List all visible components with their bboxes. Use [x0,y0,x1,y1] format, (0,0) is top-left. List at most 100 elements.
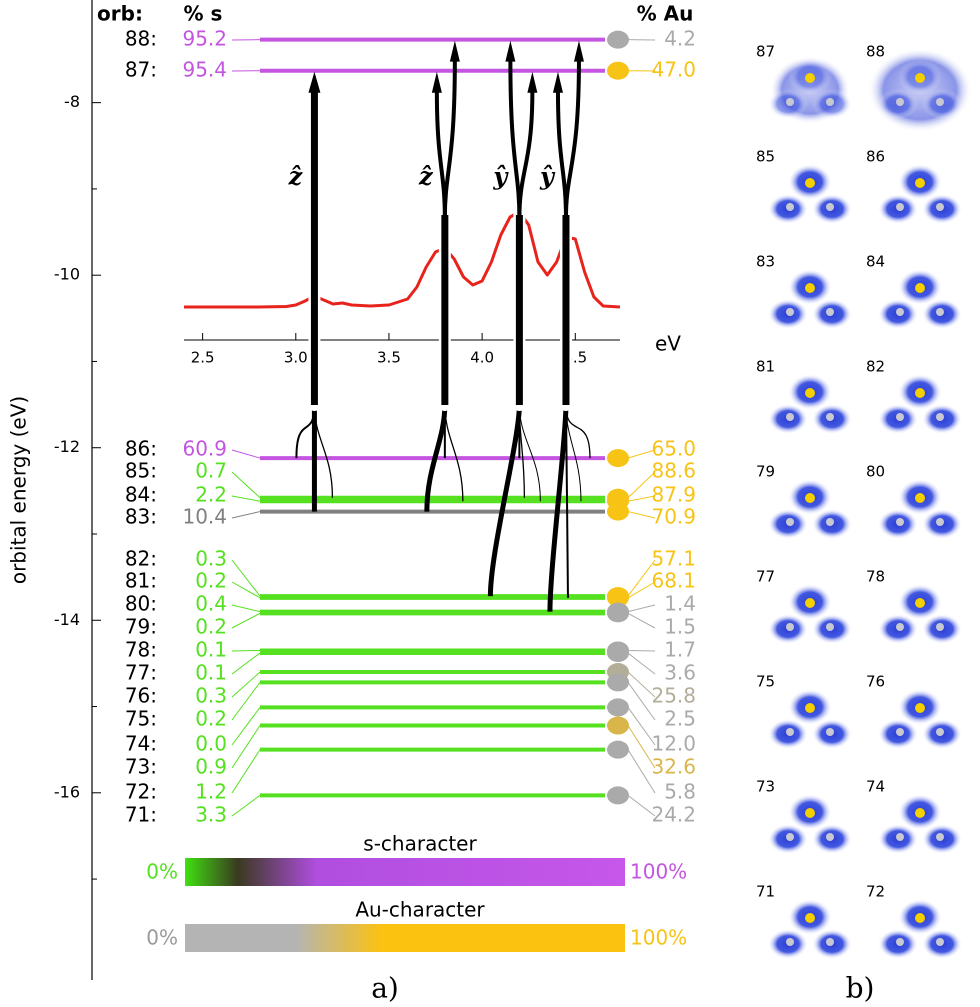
atom [826,203,834,211]
leader-line [231,471,261,499]
orbital-image [878,584,962,644]
s-percent: 0.2 [195,569,227,593]
transition-branch [313,404,334,498]
colorbar-title: Au-character [355,898,485,922]
leader-line [627,471,656,499]
leader-line [231,671,261,698]
au-blob [607,786,629,805]
gold-atom [805,808,815,818]
spectrum-unit: eV [655,332,681,356]
orbital-number: 81: [125,569,157,593]
colorbar-min: 0% [146,860,178,884]
atom [826,623,834,631]
transition-branch [487,404,522,597]
leader-line [627,604,656,613]
orbital-image [768,584,852,644]
atom [936,833,944,841]
orbital-image-label: 76 [866,673,885,691]
orbital-number: 88: [125,27,157,51]
leader-line [231,707,261,746]
orbital-number: 77: [125,661,157,685]
atom [896,98,904,106]
orbital-number: 76: [125,684,157,708]
s-percent: 0.3 [195,547,227,571]
arrow-head [527,71,538,93]
leader-line [627,682,656,721]
au-percent: 47.0 [651,58,696,82]
au-blob [607,588,629,607]
orbital-image-label: 81 [756,358,775,376]
orbital-image [878,899,962,959]
orbital-image-label: 73 [756,778,775,796]
gold-atom [915,808,925,818]
au-blob [607,740,629,759]
au-percent: 4.2 [664,27,696,51]
arrow-head [449,40,460,62]
colorbar [185,924,625,952]
header-orb: orb: [97,2,143,26]
header-au: % Au [637,2,694,26]
s-percent: 0.4 [195,592,227,616]
gold-atom [805,73,815,83]
atom [896,518,904,526]
atom [936,623,944,631]
orbital-image [768,689,852,749]
au-percent: 3.6 [664,661,696,685]
transition-split [508,59,522,219]
gold-atom [915,493,925,503]
au-percent: 68.1 [651,569,696,593]
s-percent: 10.4 [182,505,227,529]
orbital-number: 79: [125,615,157,639]
leader-line [231,511,261,519]
orbital-image [768,479,852,539]
gold-atom [915,703,925,713]
leader-line [231,495,261,502]
atom [896,728,904,736]
au-percent: 65.0 [651,437,696,461]
x-tick-label: 4.0 [470,349,494,367]
orbital-number: 75: [125,707,157,731]
transition-split [517,90,535,219]
gold-atom [915,178,925,188]
au-percent: 2.5 [664,707,696,731]
au-percent: 70.9 [651,505,696,529]
orbital-image-label: 87 [756,43,775,61]
au-percent: 1.4 [664,592,696,616]
transition-branch [295,404,316,459]
gold-atom [805,178,815,188]
orbital-image-label: 86 [866,148,885,166]
orbital-image-label: 74 [866,778,885,796]
s-percent: 0.0 [195,732,227,756]
s-percent: 0.7 [195,459,227,483]
y-tick-label: -10 [54,265,80,284]
orbital-image-label: 85 [756,148,775,166]
orbital-number: 71: [125,803,157,827]
transition-split [563,59,581,219]
arrow-head [573,40,584,62]
leader-line [627,559,656,597]
au-blob [607,644,629,663]
atom [786,203,794,211]
x-tick-label: 2.5 [191,349,215,367]
s-percent: 0.2 [195,615,227,639]
polarization-label: ẑ [418,162,434,191]
gold-atom [805,283,815,293]
orbital-image [878,164,962,224]
atom [826,518,834,526]
atom [936,203,944,211]
s-percent: 3.3 [195,803,227,827]
atom [896,833,904,841]
arrow-head [431,71,442,93]
atom [936,518,944,526]
atom [786,728,794,736]
atom [826,413,834,421]
polarization-label: ẑ [288,162,304,191]
orbital-number: 84: [125,483,157,507]
atom [786,308,794,316]
transition-branch [444,404,464,502]
s-percent: 95.2 [182,27,227,51]
atom [896,413,904,421]
gold-atom [805,493,815,503]
au-percent: 24.2 [651,803,696,827]
au-blob [607,673,629,692]
